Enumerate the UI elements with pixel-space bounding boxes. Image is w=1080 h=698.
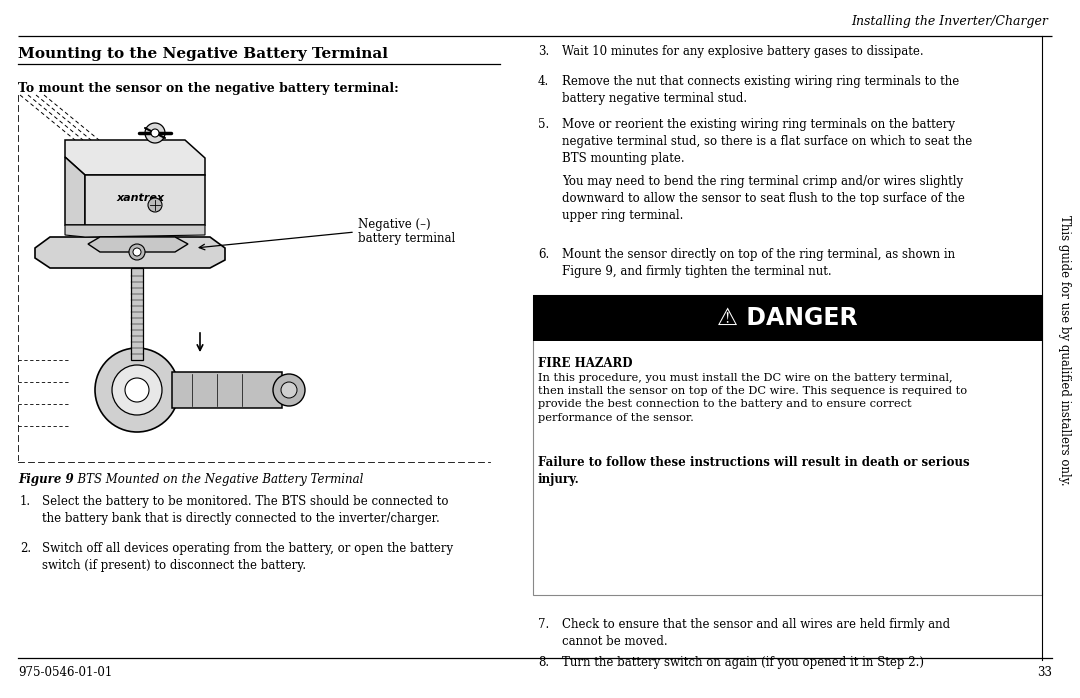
Text: Installing the Inverter/Charger: Installing the Inverter/Charger — [851, 15, 1048, 29]
Polygon shape — [85, 175, 205, 225]
Text: Mount the sensor directly on top of the ring terminal, as shown in
Figure 9, and: Mount the sensor directly on top of the … — [562, 248, 955, 278]
Text: Mounting to the Negative Battery Terminal: Mounting to the Negative Battery Termina… — [18, 47, 388, 61]
Circle shape — [125, 378, 149, 402]
Circle shape — [112, 365, 162, 415]
Text: You may need to bend the ring terminal crimp and/or wires slightly
downward to a: You may need to bend the ring terminal c… — [562, 175, 964, 222]
Text: xantrex: xantrex — [116, 193, 164, 203]
Circle shape — [151, 129, 159, 137]
Text: To mount the sensor on the negative battery terminal:: To mount the sensor on the negative batt… — [18, 82, 399, 95]
Circle shape — [145, 123, 165, 143]
Text: Failure to follow these instructions will result in death or serious
injury.: Failure to follow these instructions wil… — [538, 456, 970, 486]
Text: Figure 9: Figure 9 — [18, 473, 73, 486]
Text: Select the battery to be monitored. The BTS should be connected to
the battery b: Select the battery to be monitored. The … — [42, 495, 448, 525]
Polygon shape — [65, 157, 85, 225]
Text: Remove the nut that connects existing wiring ring terminals to the
battery negat: Remove the nut that connects existing wi… — [562, 75, 959, 105]
Circle shape — [95, 348, 179, 432]
Text: 2.: 2. — [21, 542, 31, 555]
Text: Switch off all devices operating from the battery, or open the battery
switch (i: Switch off all devices operating from th… — [42, 542, 454, 572]
Text: Wait 10 minutes for any explosive battery gases to dissipate.: Wait 10 minutes for any explosive batter… — [562, 45, 923, 58]
Text: Negative (–): Negative (–) — [357, 218, 431, 231]
Circle shape — [148, 198, 162, 212]
Polygon shape — [87, 237, 188, 252]
Text: Move or reorient the existing wiring ring terminals on the battery
negative term: Move or reorient the existing wiring rin… — [562, 118, 972, 165]
Circle shape — [129, 244, 145, 260]
Polygon shape — [172, 372, 282, 408]
Text: In this procedure, you must install the DC wire on the battery terminal,
then in: In this procedure, you must install the … — [538, 373, 967, 422]
Text: 6.: 6. — [538, 248, 550, 261]
Text: BTS Mounted on the Negative Battery Terminal: BTS Mounted on the Negative Battery Term… — [70, 473, 363, 486]
Polygon shape — [65, 225, 205, 237]
Text: 33: 33 — [1037, 665, 1052, 678]
Text: 975-0546-01-01: 975-0546-01-01 — [18, 665, 112, 678]
Circle shape — [281, 382, 297, 398]
Bar — [534, 295, 1042, 341]
Text: battery terminal: battery terminal — [357, 232, 456, 245]
Bar — [534, 295, 1042, 595]
Text: This guide for use by qualified installers only.: This guide for use by qualified installe… — [1058, 215, 1071, 485]
Polygon shape — [65, 140, 205, 175]
Text: Turn the battery switch on again (if you opened it in Step 2.): Turn the battery switch on again (if you… — [562, 656, 924, 669]
Circle shape — [273, 374, 305, 406]
Text: 1.: 1. — [21, 495, 31, 508]
Text: ⚠ DANGER: ⚠ DANGER — [717, 306, 858, 330]
Text: Check to ensure that the sensor and all wires are held firmly and
cannot be move: Check to ensure that the sensor and all … — [562, 618, 950, 648]
Text: FIRE HAZARD: FIRE HAZARD — [538, 357, 633, 370]
Text: 4.: 4. — [538, 75, 550, 88]
Text: 5.: 5. — [538, 118, 550, 131]
Bar — [131, 268, 143, 360]
Text: 8.: 8. — [538, 656, 549, 669]
Text: 3.: 3. — [538, 45, 550, 58]
Circle shape — [133, 248, 141, 256]
Polygon shape — [35, 237, 225, 268]
Text: 7.: 7. — [538, 618, 550, 631]
